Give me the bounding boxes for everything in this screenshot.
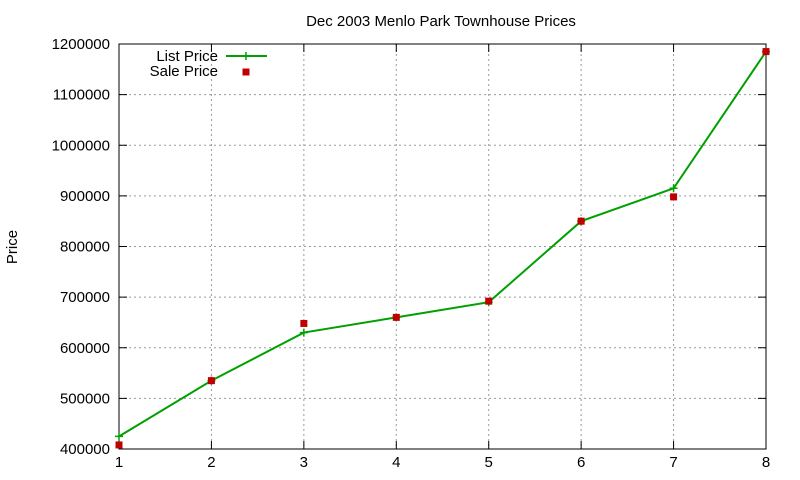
sale-price-point xyxy=(115,441,123,449)
sale-price-point xyxy=(392,313,400,321)
list-price-point xyxy=(669,184,678,193)
series xyxy=(115,47,770,449)
y-tick-label: 500000 xyxy=(60,390,110,407)
legend: List Price Sale Price xyxy=(150,48,267,80)
x-tick-label: 8 xyxy=(762,454,770,471)
x-tick-label: 4 xyxy=(392,454,400,471)
y-axis-tick-labels: 400000 500000 600000 700000 800000 900000 1000… xyxy=(52,36,110,458)
y-tick-label: 800000 xyxy=(60,239,110,256)
sale-price-point xyxy=(485,297,493,305)
sale-price-point xyxy=(207,377,215,385)
y-axis-label: Price xyxy=(4,230,21,264)
x-tick-label: 2 xyxy=(207,454,215,471)
sale-price-point xyxy=(762,48,770,56)
x-tick-label: 3 xyxy=(300,454,308,471)
y-tick-label: 1000000 xyxy=(52,137,110,154)
x-tick-label: 7 xyxy=(669,454,677,471)
y-tick-label: 900000 xyxy=(60,188,110,205)
x-axis-tick-labels: 1 2 3 4 5 6 7 8 xyxy=(115,454,770,471)
legend-label-sale-price: Sale Price xyxy=(150,63,218,80)
sale-price-point xyxy=(300,319,308,327)
sale-price-point xyxy=(577,217,585,225)
y-tick-label: 400000 xyxy=(60,441,110,458)
plot-frame xyxy=(118,43,767,450)
list-price-point xyxy=(299,328,308,337)
series-line-list-price xyxy=(118,51,767,438)
legend-marker-sale-price xyxy=(242,68,250,76)
x-tick-label: 5 xyxy=(485,454,493,471)
x-tick-label: 6 xyxy=(577,454,585,471)
x-tick-label: 1 xyxy=(115,454,123,471)
legend-swatch-list-price xyxy=(226,52,267,60)
y-tick-label: 600000 xyxy=(60,340,110,357)
legend-swatch-sale-price xyxy=(242,68,250,76)
sale-price-point xyxy=(670,193,678,201)
y-tick-label: 700000 xyxy=(60,289,110,306)
y-tick-label: 1100000 xyxy=(53,87,110,104)
legend-label-list-price: List Price xyxy=(156,48,218,65)
y-tick-label: 1200000 xyxy=(52,36,110,53)
chart-title: Dec 2003 Menlo Park Townhouse Prices xyxy=(306,13,576,30)
tick-marks xyxy=(118,43,767,450)
list-price-point xyxy=(115,432,123,441)
grid xyxy=(119,44,766,449)
legend-marker-list-price xyxy=(242,52,250,60)
